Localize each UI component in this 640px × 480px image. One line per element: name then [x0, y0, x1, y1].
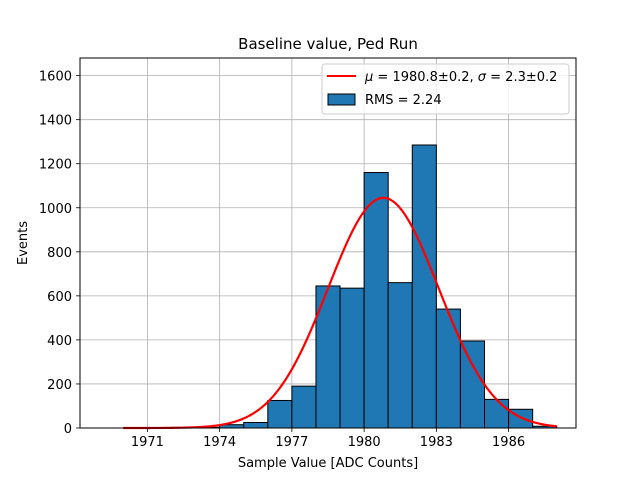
- fit-curve: [123, 196, 557, 430]
- y-tick-label: 1000: [39, 202, 72, 217]
- histogram-bar: [267, 399, 293, 429]
- legend-box: [321, 63, 570, 115]
- legend-hist-swatch: [327, 93, 356, 106]
- x-axis-label: Sample Value [ADC Counts]: [238, 456, 418, 471]
- histogram-bar: [291, 385, 317, 429]
- x-tick-label: 1980: [348, 435, 381, 450]
- x-tick-label: 1971: [131, 435, 164, 450]
- y-tick-label: 600: [47, 290, 72, 305]
- histogram-bar: [243, 421, 269, 429]
- chart-title: Baseline value, Ped Run: [238, 35, 418, 53]
- histogram-bar: [484, 398, 510, 429]
- legend-mu-symbol: μ: [364, 70, 373, 85]
- y-axis-ticks: 0 200 400 600 800 1000 1200 1400 1600: [39, 70, 80, 437]
- y-tick-label: 0: [64, 422, 72, 437]
- gaussian-fit-line: [123, 196, 557, 430]
- y-tick-label: 400: [47, 334, 72, 349]
- y-tick-label: 1600: [39, 70, 72, 85]
- x-tick-label: 1974: [203, 435, 236, 450]
- x-tick-label: 1983: [420, 435, 453, 450]
- legend-hist-label: RMS = 2.24: [365, 93, 442, 108]
- legend-fit-label: μ = 1980.8±0.2, σ = 2.3±0.2: [364, 70, 557, 85]
- histogram-bar: [459, 340, 486, 429]
- y-tick-label: 1400: [39, 114, 72, 129]
- legend-mu-text: = 1980.8±0.2,: [373, 70, 477, 85]
- y-tick-label: 1200: [39, 158, 72, 173]
- histogram-bar: [411, 144, 437, 429]
- histogram-bar: [387, 282, 413, 429]
- legend-sigma-text: = 2.3±0.2: [486, 70, 557, 85]
- x-tick-label: 1986: [492, 435, 525, 450]
- y-tick-label: 200: [47, 378, 72, 393]
- legend-sigma-symbol: σ: [478, 70, 487, 85]
- histogram-bar: [339, 287, 365, 429]
- x-axis-ticks: 1971 1974 1977 1980 1983 1986: [131, 428, 525, 450]
- y-tick-label: 800: [47, 246, 72, 261]
- histogram-bar: [363, 172, 389, 429]
- histogram-bar: [435, 308, 461, 429]
- x-tick-label: 1977: [275, 435, 308, 450]
- legend: μ = 1980.8±0.2, σ = 2.3±0.2 RMS = 2.24: [321, 63, 570, 115]
- axes-frame: [79, 57, 577, 429]
- y-axis-label: Events: [16, 221, 31, 265]
